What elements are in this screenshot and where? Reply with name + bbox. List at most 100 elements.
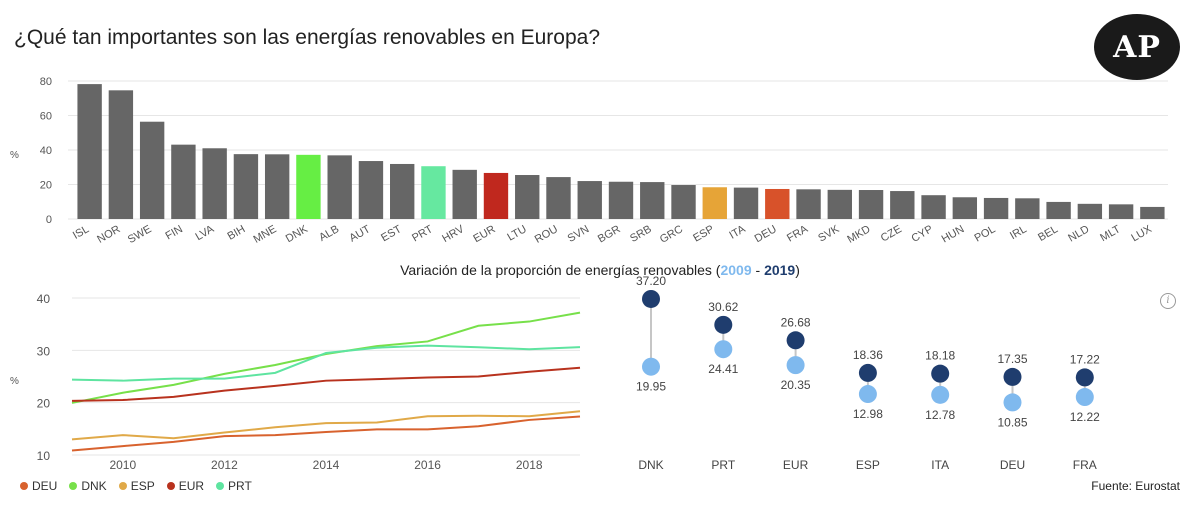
bar-x-tick-label: MKD	[845, 223, 872, 246]
bar-ltu	[515, 175, 540, 219]
bar-deu	[765, 188, 790, 219]
bar-y-tick-label: 80	[40, 76, 52, 88]
bar-x-tick-label: BEL	[1036, 223, 1060, 244]
bar-fra	[796, 189, 821, 219]
legend-item-eur: EUR	[166, 479, 205, 493]
bar-x-tick-label: SRB	[628, 223, 654, 245]
bar-x-tick-label: HUN	[940, 223, 967, 245]
bar-est	[390, 163, 415, 219]
bar-nld	[1077, 203, 1103, 219]
bar-dnk	[296, 154, 321, 219]
bar-hun	[952, 197, 978, 219]
line-x-tick-label: 2016	[414, 458, 441, 472]
bar-x-tick-label: NLD	[1066, 223, 1091, 244]
line-chart-legend: DEU DNK ESP EUR PRT	[20, 479, 252, 493]
legend-swatch	[216, 482, 225, 490]
dumbbell-point-2019	[714, 315, 733, 334]
dumbbell-point-2009	[1003, 393, 1022, 412]
dumbbell-label-2009: 12.78	[925, 408, 955, 422]
dumbbell-label-2009: 24.41	[708, 362, 738, 376]
dumbbell-label-2019: 17.22	[1070, 352, 1100, 366]
bar-x-tick-label: SVK	[816, 223, 842, 245]
legend-label: DEU	[32, 479, 58, 493]
line-y-tick-label: 40	[37, 292, 51, 306]
line-x-tick-label: 2010	[109, 458, 136, 472]
dumbbell-label-2019: 18.36	[853, 348, 883, 362]
bar-bel	[1046, 201, 1071, 219]
bar-ita	[733, 187, 759, 219]
bar-prt	[421, 166, 446, 219]
dumbbell-point-2019	[1003, 367, 1022, 386]
dumbbell-point-2009	[931, 385, 950, 404]
subtitle-year-2009: 2009	[720, 262, 752, 278]
legend-label: EUR	[178, 479, 205, 493]
bar-srb	[640, 182, 665, 219]
dumbbell-point-2009	[1075, 388, 1094, 407]
bar-x-tick-label: POL	[973, 223, 998, 244]
dumbbell-category-label: PRT	[711, 458, 735, 472]
bar-x-tick-label: LUX	[1129, 223, 1154, 244]
dumbbell-point-2019	[931, 364, 950, 383]
dumbbell-category-label: EUR	[783, 458, 809, 472]
bar-bgr	[608, 181, 634, 219]
bar-swe	[139, 121, 165, 219]
dumbbell-label-2009: 20.35	[781, 378, 811, 392]
line-series-prt	[71, 344, 581, 382]
bar-mne	[264, 154, 290, 219]
bar-x-tick-label: GRC	[658, 223, 685, 246]
bar-esp	[702, 187, 727, 219]
bar-lux	[1140, 206, 1165, 219]
legend-label: ESP	[130, 479, 155, 493]
dumbbell-point-2009	[714, 340, 733, 359]
dumbbell-category-label: ESP	[856, 458, 880, 472]
bar-x-tick-label: FRA	[785, 223, 811, 245]
legend-swatch	[166, 482, 175, 490]
bar-x-tick-label: MLT	[1098, 223, 1123, 244]
dumbbell-label-2019: 17.35	[997, 352, 1027, 366]
line-x-tick-label: 2018	[516, 458, 543, 472]
bar-rou	[546, 177, 571, 219]
legend-swatch	[118, 482, 127, 490]
bar-fin	[171, 144, 196, 219]
line-series-deu	[71, 415, 581, 452]
subtitle-separator: -	[751, 262, 765, 278]
dumbbell-point-2019	[1075, 368, 1094, 387]
bar-aut	[358, 161, 384, 219]
legend-item-dnk: DNK	[69, 479, 107, 493]
source-note: Fuente: Eurostat	[1091, 479, 1180, 493]
subtitle-suffix: )	[795, 262, 800, 278]
dumbbell-label-2009: 12.22	[1070, 410, 1100, 424]
bar-svk	[827, 189, 852, 219]
dumbbell-point-2019	[858, 363, 877, 382]
line-series-esp	[71, 410, 581, 441]
dumbbell-label-2009: 12.98	[853, 407, 883, 421]
dumbbell-category-label: DNK	[638, 458, 663, 472]
bar-pol	[983, 197, 1009, 219]
bar-svn	[577, 181, 602, 219]
dumbbell-label-2019: 26.68	[781, 315, 811, 329]
bar-grc	[671, 185, 696, 219]
bar-alb	[327, 155, 352, 219]
dumbbell-category-label: FRA	[1073, 458, 1097, 472]
bar-cze	[890, 191, 915, 219]
subtitle-prefix: Variación de la proporción de energías r…	[400, 262, 721, 278]
bar-mkd	[858, 190, 884, 219]
line-series-eur	[71, 366, 581, 402]
bar-mlt	[1108, 204, 1134, 219]
bar-x-tick-label: DEU	[753, 223, 779, 245]
dumbbell-category-label: ITA	[931, 458, 949, 472]
dumbbell-point-2009	[642, 357, 660, 376]
bar-hrv	[452, 169, 477, 219]
dumbbell-category-label: DEU	[1000, 458, 1025, 472]
bar-y-axis-label: %	[10, 150, 19, 161]
legend-item-esp: ESP	[118, 479, 155, 493]
dumbbell-point-2019	[786, 331, 805, 350]
dumbbell-label-2019: 18.18	[925, 349, 955, 363]
line-series-dnk	[71, 311, 581, 404]
info-icon[interactable]: i	[1160, 293, 1176, 309]
bar-nor	[108, 90, 134, 219]
legend-item-prt: PRT	[216, 479, 252, 493]
dumbbell-label-2019: 30.62	[708, 300, 738, 314]
bar-bih	[233, 154, 259, 219]
